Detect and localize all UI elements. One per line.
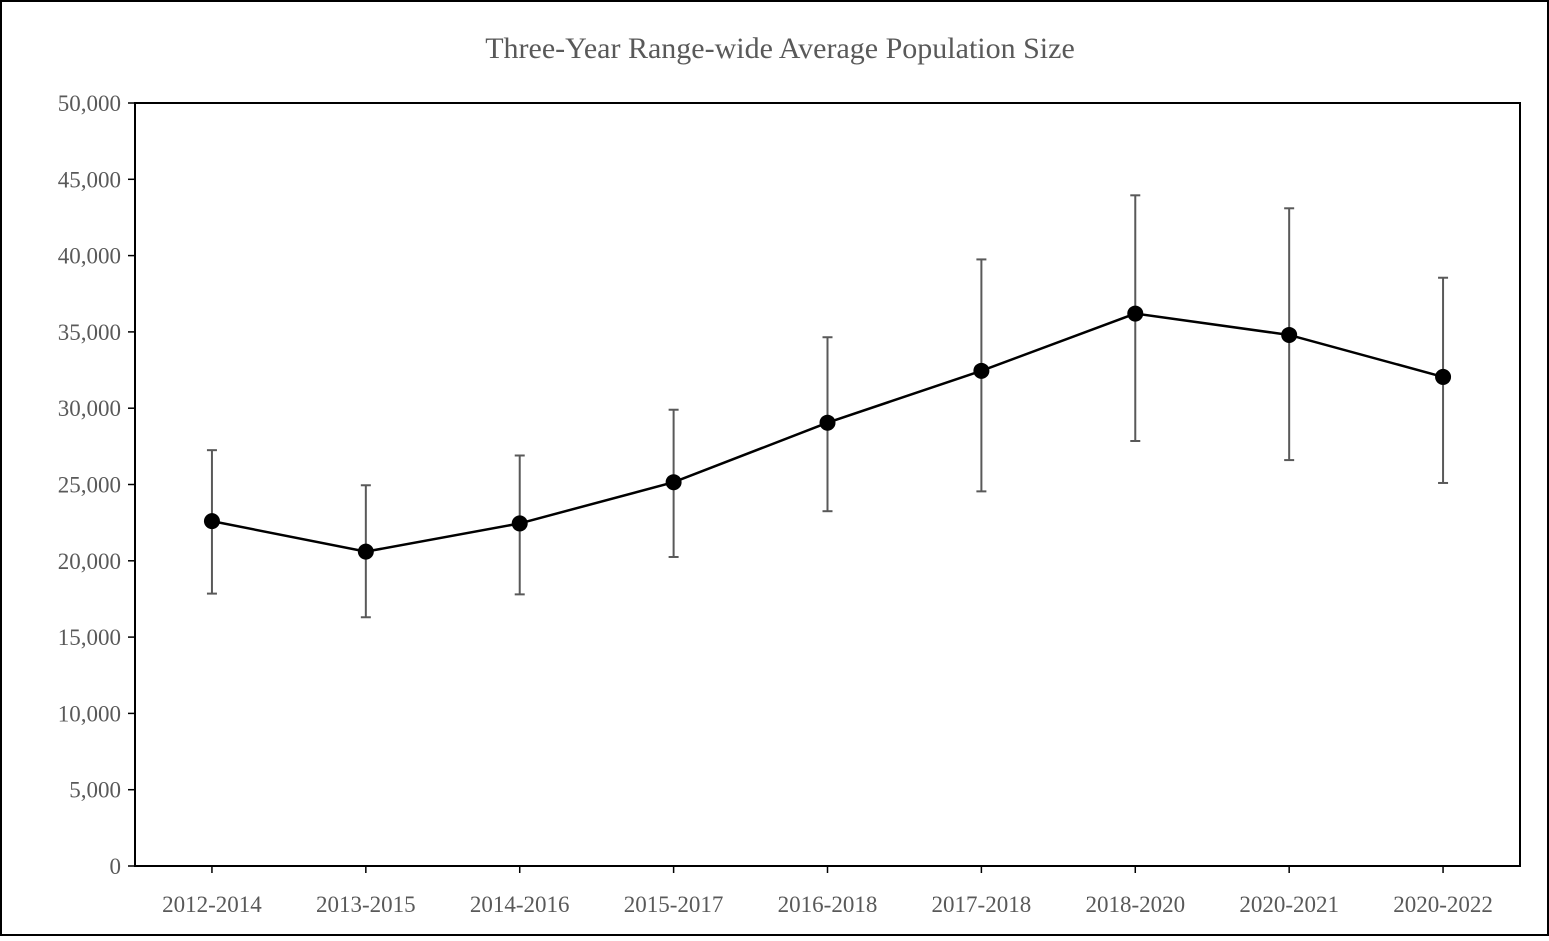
data-point (203, 513, 220, 530)
y-tick-label: 35,000 (58, 320, 121, 345)
y-axis: 0 5,000 10,000 15,000 20,000 25,000 30,000 35,0… (58, 91, 135, 879)
y-tick-label: 30,000 (58, 396, 121, 421)
x-tick-label: 2014-2016 (470, 892, 570, 917)
y-tick-label: 0 (110, 854, 122, 879)
x-tick-label: 2015-2017 (624, 892, 724, 917)
y-tick-label: 25,000 (58, 473, 121, 498)
chart-title: Three-Year Range-wide Average Population… (485, 32, 1075, 65)
data-point (1281, 326, 1298, 343)
y-tick-label: 10,000 (58, 701, 121, 726)
x-tick-label: 2016-2018 (778, 892, 878, 917)
y-tick-label: 40,000 (58, 244, 121, 269)
x-tick-label: 2020-2022 (1393, 892, 1493, 917)
data-point (973, 362, 990, 379)
x-tick-label: 2012-2014 (162, 892, 262, 917)
data-point (819, 414, 836, 431)
y-tick-label: 45,000 (58, 167, 121, 192)
y-tick-label: 15,000 (58, 625, 121, 650)
x-axis: 2012-2014 2013-2015 2014-2016 2015-2017 2016… (162, 866, 1493, 917)
data-point (357, 543, 374, 560)
data-point (1435, 368, 1452, 385)
y-tick-label: 50,000 (58, 91, 121, 116)
x-tick-label: 2013-2015 (316, 892, 416, 917)
y-tick-label: 20,000 (58, 549, 121, 574)
x-tick-label: 2018-2020 (1085, 892, 1185, 917)
x-tick-label: 2017-2018 (932, 892, 1032, 917)
data-point (1127, 305, 1144, 322)
data-point (665, 474, 682, 491)
y-tick-label: 5,000 (69, 778, 121, 803)
data-point (511, 515, 528, 532)
data-points (203, 305, 1452, 560)
x-tick-label: 2020-2021 (1239, 892, 1339, 917)
